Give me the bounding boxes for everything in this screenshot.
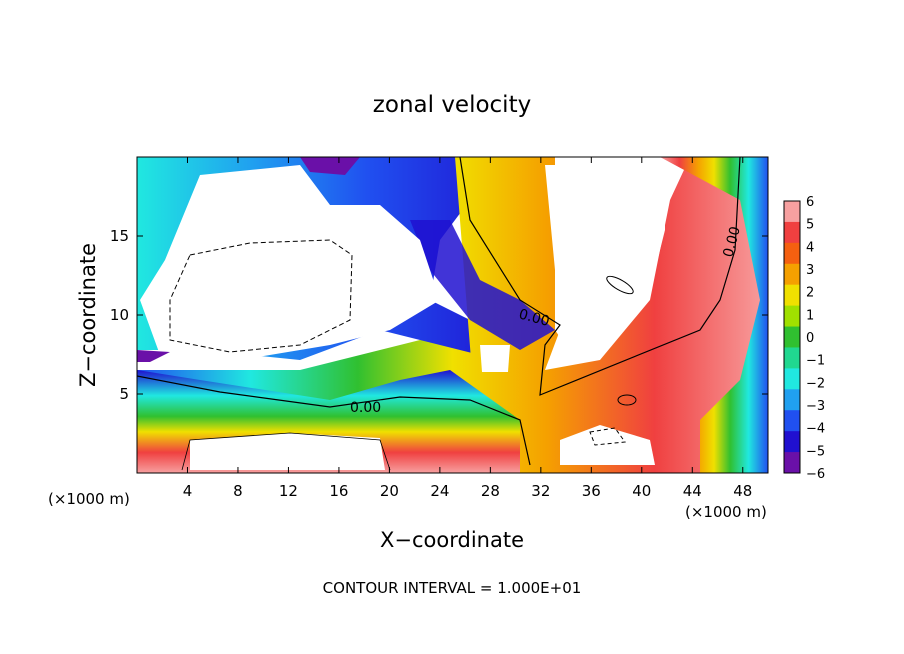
x-tick-label: 36 [582, 482, 601, 500]
x-tick-label: 24 [430, 482, 449, 500]
x-tick-label: 40 [632, 482, 651, 500]
colorbar-swatch [784, 263, 800, 286]
contour-label: 0.00 [517, 306, 551, 330]
velocity-field [137, 157, 768, 473]
colorbar-tick-label: −5 [806, 444, 825, 459]
colorbar-tick-label: 6 [806, 195, 814, 210]
x-tick-label: 8 [233, 482, 243, 500]
x-axis-title: X−coordinate [380, 528, 524, 552]
x-tick-label: 28 [481, 482, 500, 500]
colorbar-frame [783, 200, 801, 474]
y-tick-label: 15 [110, 227, 129, 245]
x-tick-label: 44 [683, 482, 702, 500]
x-tick-label: 4 [183, 482, 193, 500]
x-tick-label: 48 [733, 482, 752, 500]
colorbar-tick-label: 3 [806, 263, 814, 278]
colorbar-swatch [784, 284, 800, 307]
colorbar-swatch [784, 431, 800, 453]
x-tick-label: 12 [279, 482, 298, 500]
y-axis: 5 10 15 [110, 227, 768, 403]
x-axis: 4 8 12 16 20 24 28 32 36 40 44 48 [183, 157, 752, 500]
contour-interval-note: CONTOUR INTERVAL = 1.000E+01 [323, 579, 582, 597]
colorbar-swatch [784, 242, 800, 265]
contour-label: 0.00 [350, 400, 381, 416]
colorbar-swatch [784, 452, 800, 474]
x-tick-label: 32 [531, 482, 550, 500]
colorbar-swatch [784, 326, 800, 348]
colorbar: 6 5 4 3 2 1 0 −1 −2 −3 −4 −5 −6 [783, 195, 825, 482]
colorbar-swatch [784, 368, 800, 390]
colorbar-tick-label: −2 [806, 376, 825, 391]
colorbar-tick-label: −4 [806, 422, 825, 437]
chart-title: zonal velocity [373, 92, 531, 118]
x-unit-label-left: (×1000 m) [48, 490, 130, 508]
y-tick-label: 10 [110, 306, 129, 324]
colorbar-swatch [784, 221, 800, 244]
colorbar-swatch [784, 347, 800, 369]
x-tick-label: 20 [380, 482, 399, 500]
colorbar-tick-label: 4 [806, 240, 814, 255]
colorbar-tick-label: 1 [806, 308, 814, 323]
colorbar-swatch [784, 389, 800, 411]
colorbar-tick-label: −3 [806, 399, 825, 414]
colorbar-tick-label: 5 [806, 218, 814, 233]
colorbar-tick-label: 2 [806, 286, 814, 301]
x-unit-label-right: (×1000 m) [685, 503, 767, 521]
y-tick-label: 5 [119, 385, 129, 403]
colorbar-tick-label: 0 [806, 331, 814, 346]
colorbar-swatch [784, 201, 800, 223]
colorbar-tick-label: −1 [806, 354, 825, 369]
y-axis-title: Z−coordinate [76, 243, 100, 387]
colorbar-tick-label: −6 [806, 467, 825, 482]
colorbar-swatch [784, 410, 800, 432]
colorbar-swatch [784, 305, 800, 328]
contour-label: 0.00 [720, 225, 744, 259]
x-tick-label: 16 [329, 482, 348, 500]
